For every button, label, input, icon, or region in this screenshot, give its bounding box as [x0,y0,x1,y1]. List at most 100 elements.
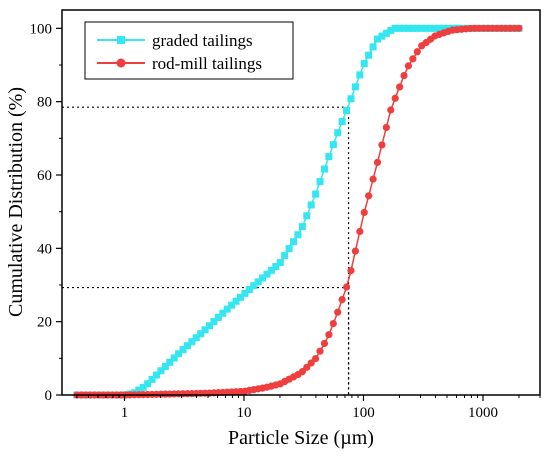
data-point-0-78 [418,24,426,32]
data-point-0-37 [236,293,244,301]
data-point-0-72 [391,24,399,32]
data-point-0-80 [427,24,435,32]
data-point-1-71 [387,106,395,114]
data-point-0-28 [197,330,205,338]
axis-ticks: 0 20 40 60 80 100 1 10 100 1000 [30,21,541,421]
data-point-0-18 [152,371,160,379]
data-point-1-60 [338,295,346,304]
data-point-0-75 [404,24,412,32]
data-point-1-77 [413,48,421,56]
data-point-0-61 [343,106,351,114]
data-point-0-31 [210,318,218,326]
legend-label-graded: graded tailings [152,31,253,50]
data-point-1-72 [391,94,399,102]
y-axis-label: Cumulative Distribution (%) [5,87,27,317]
data-point-0-63 [351,83,359,91]
data-point-0-36 [232,297,240,305]
data-point-0-83 [440,24,448,32]
x-tick-label-1: 10 [236,405,251,421]
data-point-1-62 [347,266,355,275]
data-point-0-47 [281,252,289,260]
data-point-0-57 [325,153,333,161]
data-point-1-65 [360,208,368,217]
data-point-0-66 [365,51,373,59]
data-point-1-64 [356,227,364,236]
y-tick-label-2: 40 [37,241,52,257]
data-point-0-30 [206,322,214,330]
data-point-0-64 [356,71,364,79]
series-line-1 [76,27,519,396]
data-point-1-56 [320,339,329,348]
data-point-0-76 [409,24,417,32]
legend-label-rod-mill: rod-mill tailings [152,54,262,73]
data-point-0-59 [334,129,342,137]
data-point-1-74 [400,71,408,80]
y-tick-label-1: 20 [37,315,52,331]
data-point-0-55 [316,178,324,186]
x-tick-label-2: 100 [352,405,375,421]
data-point-1-75 [404,62,413,70]
data-point-1-52 [303,363,311,371]
data-series [73,24,523,399]
data-point-0-33 [219,309,227,317]
data-point-0-14 [135,386,143,394]
data-point-0-19 [157,367,165,375]
data-point-0-54 [312,190,320,198]
data-point-0-20 [161,362,169,370]
x-axis-label: Particle Size (µm) [228,427,374,449]
data-point-0-52 [303,212,311,220]
data-point-1-66 [365,192,373,200]
data-point-0-34 [223,305,231,313]
data-point-1-57 [325,331,333,339]
data-point-0-48 [285,245,293,253]
data-point-0-82 [435,24,443,32]
data-point-0-71 [387,26,395,34]
data-point-1-55 [316,347,324,355]
data-point-1-70 [382,123,390,132]
data-point-0-24 [179,346,187,354]
legend: graded tailings rod-mill tailings [84,21,294,80]
data-point-0-68 [374,35,382,43]
data-point-1-54 [312,355,320,363]
y-tick-label-5: 100 [30,21,53,37]
data-point-1-69 [378,141,386,149]
data-point-0-43 [263,270,271,278]
data-point-0-74 [400,24,408,32]
data-point-0-67 [369,43,377,51]
data-point-1-59 [334,308,342,316]
data-point-0-73 [396,24,404,32]
legend-box [84,21,294,80]
data-point-1-53 [307,359,315,367]
data-point-1-58 [329,319,337,328]
data-point-0-16 [144,380,152,388]
y-tick-label-3: 60 [37,168,52,184]
data-point-0-32 [214,313,222,321]
data-point-0-69 [378,32,386,40]
data-point-1-100 [515,24,523,32]
data-point-0-38 [241,289,249,297]
data-point-0-65 [360,60,368,68]
data-point-0-42 [259,274,267,282]
data-point-0-58 [329,141,337,149]
data-point-0-45 [272,263,280,271]
data-point-1-73 [396,83,404,91]
data-point-0-23 [175,350,183,358]
y-tick-label-4: 80 [37,95,52,111]
data-point-0-27 [192,334,200,342]
data-point-0-40 [250,282,258,290]
data-point-1-61 [342,283,351,291]
data-point-0-62 [347,95,355,103]
data-point-0-60 [338,118,346,126]
data-point-0-25 [183,342,191,350]
data-point-0-77 [413,24,421,32]
series-line-0 [76,27,519,396]
data-point-0-49 [290,238,298,246]
data-point-0-53 [307,201,315,209]
data-point-1-63 [351,247,360,255]
data-point-0-41 [254,278,262,286]
data-point-1-68 [373,158,382,166]
x-tick-label-0: 1 [121,405,129,421]
reference-lines [62,106,350,395]
data-point-0-81 [431,24,439,32]
